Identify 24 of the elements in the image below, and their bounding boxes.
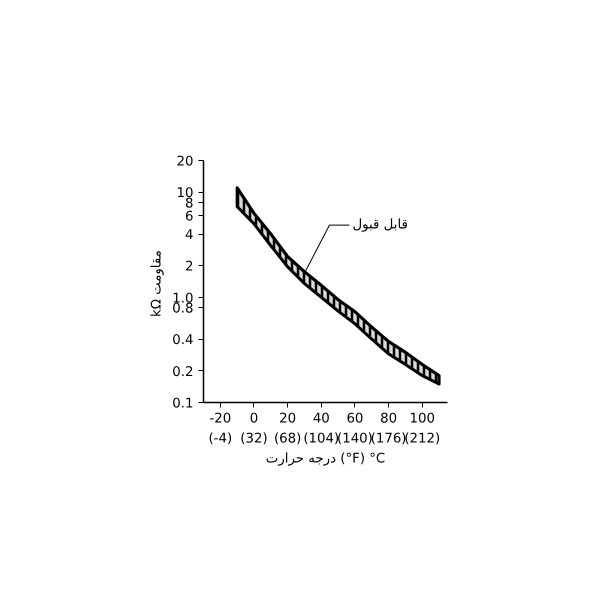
y-tick-label: 20 xyxy=(176,154,194,170)
y-tick-label: 4 xyxy=(185,228,194,244)
x2-tick-label: (32) xyxy=(240,432,268,446)
x-axis-title: درجه حرارت (°F) °C xyxy=(266,452,386,466)
x-tick-label: -20 xyxy=(209,412,232,426)
y-axis-title: kΩ مقاومت xyxy=(149,250,164,317)
x2-tick-label: (68) xyxy=(274,432,302,446)
y-tick-label: 0.4 xyxy=(172,333,194,348)
x2-tick-label: (176) xyxy=(370,432,407,446)
y-tick-label: 2 xyxy=(185,260,194,275)
x-tick-label: 0 xyxy=(250,412,258,426)
y-tick-label: 6 xyxy=(185,209,194,224)
x-tick-label: 40 xyxy=(312,412,330,426)
x-tick-label: 20 xyxy=(279,412,296,426)
x-tick-label: 100 xyxy=(410,412,435,426)
x2-tick-label: (-4) xyxy=(208,432,232,446)
y-tick-label: 0.1 xyxy=(172,396,194,412)
x2-tick-label: (104) xyxy=(303,432,340,446)
x2-tick-label: (212) xyxy=(404,432,440,446)
x-tick-label: 60 xyxy=(346,412,364,426)
y-tick-label: 0.2 xyxy=(172,364,194,380)
x-tick-label: 80 xyxy=(380,412,398,426)
annotation: قابل قبول xyxy=(352,218,408,233)
x2-tick-label: (140) xyxy=(337,432,373,446)
